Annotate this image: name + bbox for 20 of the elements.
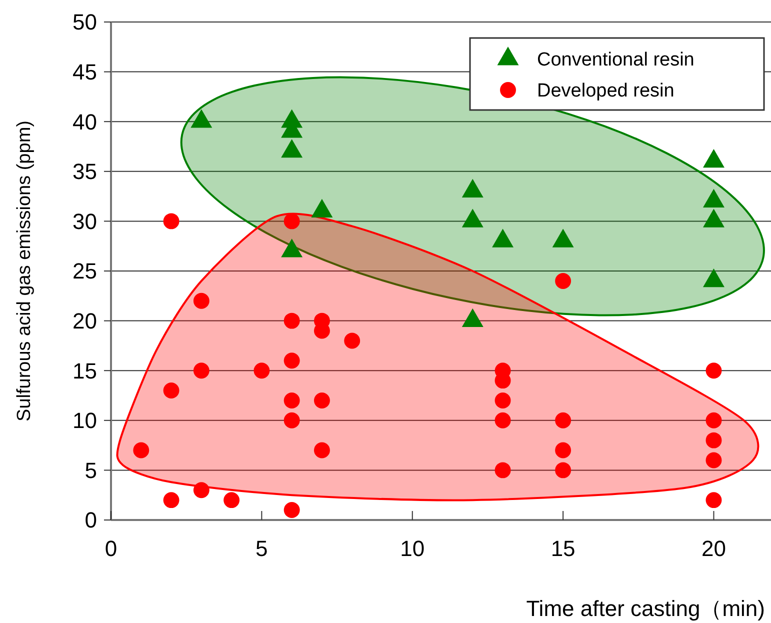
y-tick-label: 40 [72, 109, 97, 134]
y-tick-label: 20 [72, 308, 97, 334]
y-axis-title: Sulfurous acid gas emissions (ppm) [14, 120, 35, 422]
x-axis-title: Time after casting（min) [526, 596, 765, 621]
x-tick-label: 5 [256, 536, 268, 561]
y-tick-label: 30 [72, 208, 97, 234]
x-tick-label: 10 [400, 536, 425, 561]
legend-label: Developed resin [537, 80, 674, 102]
y-tick-label: 15 [72, 358, 97, 384]
y-tick-label: 45 [72, 60, 97, 84]
x-tick-label: 0 [104, 536, 118, 561]
y-tick-label: 50 [72, 10, 97, 35]
y-tick-label: 5 [84, 458, 97, 483]
y-tick-label: 35 [72, 159, 97, 184]
y-tick-label: 10 [72, 408, 97, 434]
x-tick-label: 20 [702, 536, 726, 561]
y-tick-label: 25 [72, 258, 97, 284]
legend-label: Conventional resin [537, 50, 694, 71]
y-tick-label: 0 [84, 508, 97, 533]
x-tick-label: 15 [550, 536, 576, 561]
